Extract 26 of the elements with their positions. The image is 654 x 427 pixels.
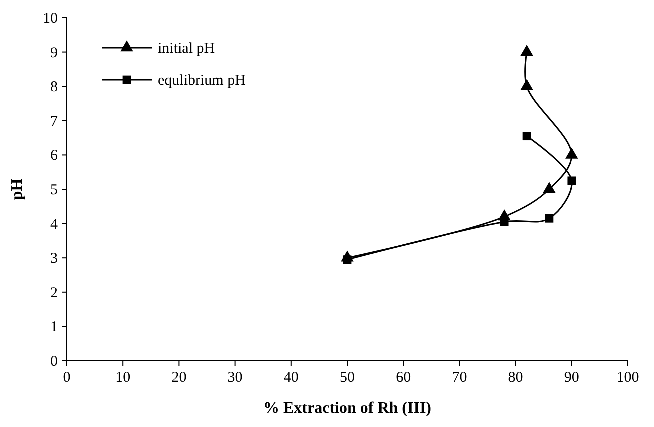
y-tick-label: 0 bbox=[50, 354, 58, 370]
legend-label: initial pH bbox=[158, 41, 216, 57]
y-axis-title: pH bbox=[9, 178, 26, 200]
y-tick-label: 5 bbox=[50, 182, 58, 198]
x-axis-title: % Extraction of Rh (III) bbox=[264, 400, 432, 417]
x-tick-label: 90 bbox=[564, 370, 580, 386]
y-tick-label: 8 bbox=[50, 80, 58, 96]
y-tick-label: 10 bbox=[43, 11, 58, 27]
legend-label: equlibrium pH bbox=[158, 73, 246, 89]
y-tick-label: 7 bbox=[50, 114, 58, 130]
y-tick-label: 6 bbox=[50, 148, 58, 164]
x-tick-label: 100 bbox=[616, 370, 640, 386]
x-tick-label: 50 bbox=[340, 370, 355, 386]
x-tick-label: 70 bbox=[452, 370, 468, 386]
y-tick-label: 1 bbox=[50, 320, 58, 336]
y-tick-label: 9 bbox=[50, 45, 58, 62]
x-tick-label: 0 bbox=[63, 370, 71, 386]
x-tick-label: 10 bbox=[116, 370, 131, 386]
y-tick-label: 3 bbox=[50, 251, 58, 268]
x-tick-label: 60 bbox=[396, 370, 412, 386]
x-tick-label: 20 bbox=[172, 370, 187, 386]
y-tick-label: 4 bbox=[50, 216, 58, 233]
x-tick-label: 30 bbox=[228, 370, 243, 386]
y-tick-label: 2 bbox=[50, 285, 58, 302]
x-tick-label: 40 bbox=[284, 370, 299, 386]
x-tick-label: 80 bbox=[508, 370, 524, 386]
